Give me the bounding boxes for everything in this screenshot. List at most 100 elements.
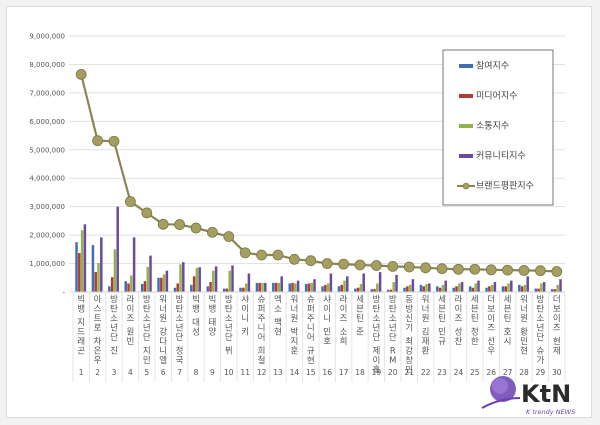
line-point bbox=[452, 263, 464, 275]
bar bbox=[247, 273, 251, 292]
y-tick-label: 8,000,000 bbox=[29, 61, 65, 69]
bar bbox=[75, 242, 78, 292]
bar bbox=[408, 284, 412, 292]
bar bbox=[149, 255, 152, 292]
bar bbox=[116, 206, 119, 292]
bar bbox=[326, 283, 330, 292]
bar bbox=[258, 282, 261, 292]
x-rank-label: 4 bbox=[128, 368, 133, 377]
bar bbox=[78, 253, 81, 292]
line-point bbox=[551, 266, 563, 277]
bar bbox=[485, 287, 488, 292]
line-point bbox=[108, 135, 120, 147]
line-point bbox=[256, 249, 268, 261]
bar bbox=[370, 289, 373, 292]
x-rank-label: 5 bbox=[144, 368, 149, 377]
bar bbox=[455, 286, 458, 292]
y-tick-label: 5,000,000 bbox=[29, 146, 65, 154]
x-rank-label: 23 bbox=[437, 368, 447, 377]
bar bbox=[244, 283, 248, 292]
y-tick-label: 7,000,000 bbox=[29, 89, 65, 97]
bar bbox=[346, 276, 349, 292]
x-rank-label: 29 bbox=[536, 368, 546, 377]
x-rank-label: 21 bbox=[404, 368, 414, 377]
y-axis: - 1,000,000 2,000,000 3,000,000 4,000,000 5,0… bbox=[29, 33, 65, 297]
line-point bbox=[288, 253, 300, 265]
x-rank-label: 25 bbox=[470, 368, 480, 377]
bar bbox=[130, 275, 133, 292]
line-point bbox=[124, 196, 136, 207]
bar bbox=[540, 283, 543, 292]
bar bbox=[392, 282, 395, 292]
line-series bbox=[75, 69, 563, 277]
bar bbox=[471, 287, 475, 292]
x-rank-label: 2 bbox=[95, 368, 100, 377]
legend-swatch bbox=[459, 94, 473, 98]
bar bbox=[274, 282, 278, 292]
line-point bbox=[420, 262, 432, 274]
bar bbox=[212, 270, 215, 292]
bar bbox=[542, 282, 546, 292]
bar bbox=[94, 272, 97, 292]
bar bbox=[261, 282, 264, 292]
bar bbox=[436, 286, 439, 292]
line-point bbox=[354, 259, 366, 271]
bar bbox=[534, 288, 537, 292]
bar bbox=[113, 249, 117, 292]
y-tick-label: 1,000,000 bbox=[29, 260, 65, 268]
bar bbox=[403, 287, 406, 292]
bar bbox=[376, 283, 379, 292]
x-rank-label: 28 bbox=[519, 368, 529, 377]
bar bbox=[146, 266, 149, 292]
bar bbox=[507, 283, 510, 292]
bar bbox=[324, 284, 327, 292]
bar bbox=[127, 283, 130, 292]
bar bbox=[389, 289, 393, 292]
x-rank-label: 3 bbox=[112, 368, 117, 377]
bar bbox=[192, 276, 196, 292]
line-point bbox=[469, 263, 481, 275]
bar bbox=[488, 286, 491, 292]
legend-label: 브랜드평판지수 bbox=[476, 181, 534, 192]
y-tick-label: 9,000,000 bbox=[29, 33, 65, 41]
x-rank-label: 17 bbox=[339, 368, 349, 377]
legend-label: 미디어지수 bbox=[476, 91, 517, 102]
line-point bbox=[239, 247, 251, 259]
bar bbox=[179, 264, 182, 292]
bar bbox=[182, 262, 185, 292]
x-rank-label: 18 bbox=[355, 368, 365, 377]
bar bbox=[553, 289, 557, 292]
y-tick-label: 4,000,000 bbox=[29, 175, 65, 183]
legend-label: 참여지수 bbox=[476, 60, 509, 72]
bar bbox=[198, 267, 201, 292]
y-tick-label: 6,000,000 bbox=[29, 118, 65, 126]
y-tick-label: 2,000,000 bbox=[29, 232, 65, 240]
bar bbox=[255, 282, 259, 292]
line-point bbox=[502, 264, 514, 276]
bar bbox=[310, 282, 313, 292]
line-point bbox=[190, 222, 202, 234]
bar bbox=[132, 237, 136, 292]
bar bbox=[395, 274, 398, 292]
ktn-watermark: KtN K trendy NEWS bbox=[481, 376, 575, 416]
bar bbox=[458, 283, 461, 292]
bar bbox=[438, 287, 442, 292]
line-point bbox=[485, 264, 497, 276]
